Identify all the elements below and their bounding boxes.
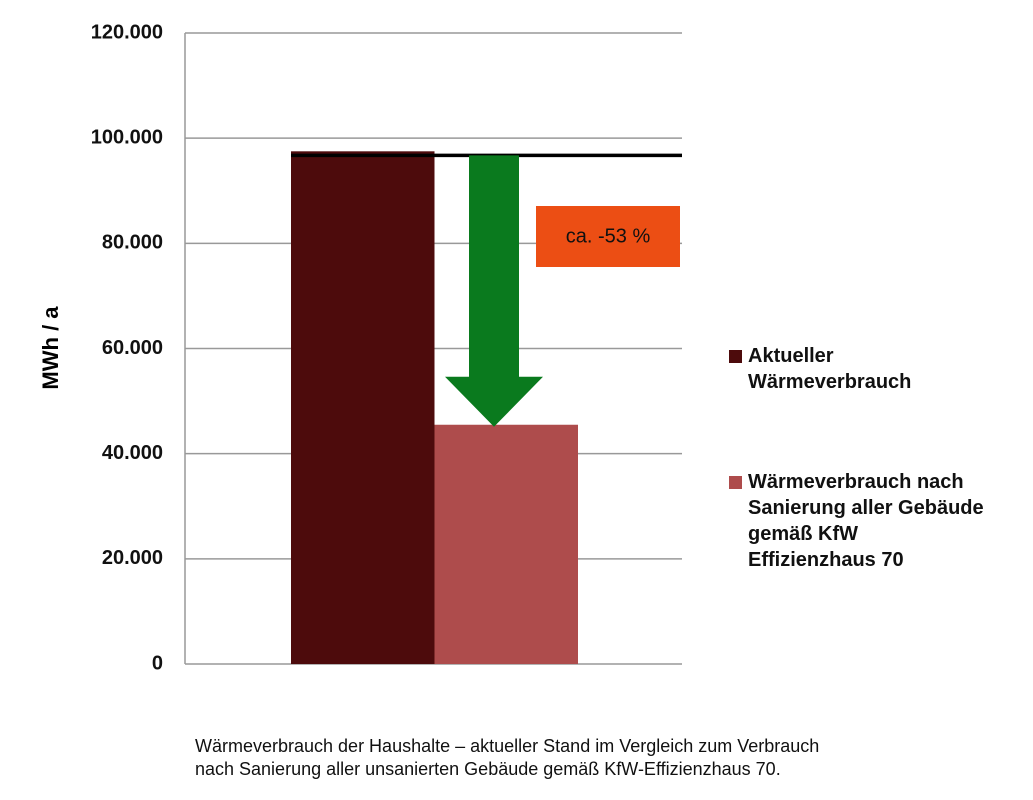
y-tick-label: 100.000 [91, 126, 163, 148]
caption: Wärmeverbrauch der Haushalte – aktueller… [195, 736, 820, 756]
legend-label: Wärmeverbrauch nach Sanierung aller Gebä… [748, 471, 984, 571]
y-tick-label: 80.000 [102, 232, 163, 254]
y-tick-label: 40.000 [102, 442, 163, 464]
legend-swatch [729, 350, 742, 363]
y-tick-label: 120.000 [91, 21, 163, 43]
y-tick-label: 20.000 [102, 547, 163, 569]
caption: nach Sanierung aller unsanierten Gebäude… [195, 759, 781, 779]
legend-swatch [729, 476, 742, 489]
y-axis-label: MWh / a [38, 306, 63, 390]
y-tick-label: 60.000 [102, 337, 163, 359]
legend-label: Aktueller Wärmeverbrauch [748, 345, 912, 393]
reduction-arrow [445, 155, 543, 427]
bar [434, 424, 578, 664]
annotation-box [536, 206, 680, 267]
bar [291, 151, 435, 664]
annotation: ca. -53 % [566, 225, 651, 247]
y-tick-label: 0 [152, 652, 163, 674]
